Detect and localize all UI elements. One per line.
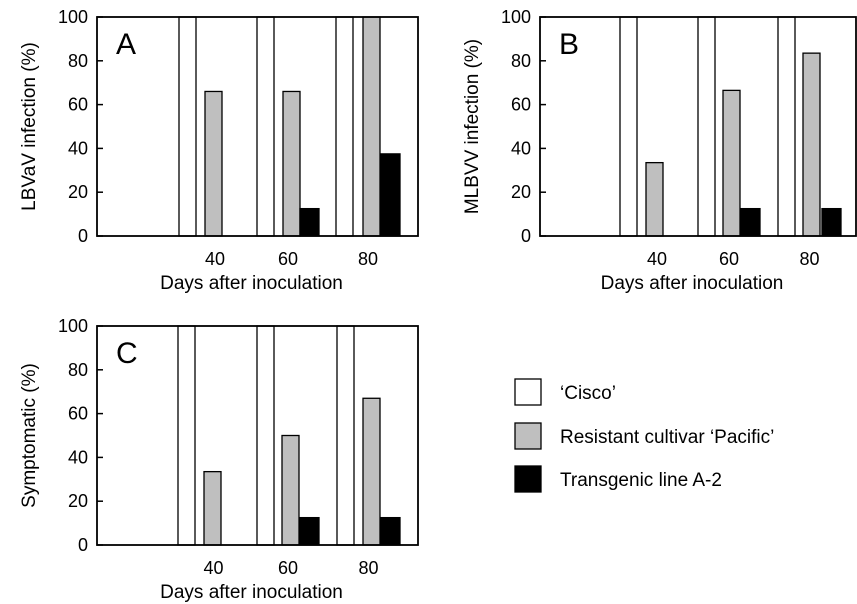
bar-transgenic-80 [380,516,401,546]
panel-label: C [116,337,138,370]
legend-swatch-cisco [514,378,542,406]
chart-panel-b: 40 60 80 0 20 40 60 80 100 B Days after inoculatio… [462,7,857,294]
legend-label-transgenic: Transgenic line A-2 [560,470,722,491]
x-tick-label-80: 80 [799,249,819,269]
x-tick-label-60: 60 [719,249,739,269]
plot-frame [96,16,419,237]
panel-label: B [559,28,579,61]
bar-cisco-80 [777,16,796,237]
x-axis-label: Days after inoculation [601,273,784,294]
plot-frame [539,16,857,237]
bar-pacific-40 [645,161,664,237]
x-tick-label-40: 40 [203,558,223,578]
y-tick-label-0: 0 [78,535,88,555]
y-tick-label-80: 80 [68,360,88,380]
bar-cisco-80 [336,325,355,546]
bar-transgenic-60 [740,207,761,237]
bar-pacific-80 [802,52,821,237]
bar-pacific-60 [281,434,300,546]
bar-pacific-40 [203,470,222,546]
legend-label-cisco: ‘Cisco’ [560,383,616,404]
y-tick-label-40: 40 [68,138,88,158]
x-tick-label-60: 60 [278,558,298,578]
x-axis-label: Days after inoculation [160,582,343,603]
y-axis-label: LBVaV infection (%) [19,42,40,211]
y-axis-label: MLBVV infection (%) [462,39,483,214]
legend: ‘Cisco’ Resistant cultivar ‘Pacific’ Trans… [514,378,774,493]
y-tick-label-40: 40 [511,138,531,158]
bar-transgenic-80 [380,153,401,237]
chart-panel-c: 40 60 80 0 20 40 60 80 100 C Days after inoculatio… [19,316,419,603]
x-tick-label-80: 80 [358,249,378,269]
y-tick-label-100: 100 [58,316,88,336]
plot-frame [96,325,419,546]
bar-pacific-60 [722,89,741,237]
legend-swatch-pacific [514,422,542,450]
bar-transgenic-60 [299,516,320,546]
y-tick-label-60: 60 [68,95,88,115]
y-tick-label-0: 0 [78,226,88,246]
y-axis-label: Symptomatic (%) [19,363,40,508]
bar-pacific-40 [204,90,223,237]
y-tick-label-80: 80 [68,51,88,71]
y-tick-label-0: 0 [521,226,531,246]
bar-cisco-60 [256,16,275,237]
y-tick-label-60: 60 [68,404,88,424]
y-tick-label-20: 20 [68,182,88,202]
y-tick-label-100: 100 [58,7,88,27]
y-tick-label-40: 40 [68,447,88,467]
bar-cisco-40 [619,16,638,237]
legend-label-pacific: Resistant cultivar ‘Pacific’ [560,427,774,448]
y-tick-label-80: 80 [511,51,531,71]
y-tick-label-60: 60 [511,95,531,115]
bar-cisco-60 [256,325,275,546]
y-tick-label-100: 100 [501,7,531,27]
x-tick-label-60: 60 [278,249,298,269]
bar-pacific-80 [362,397,381,546]
bar-cisco-40 [178,16,197,237]
bar-pacific-80 [362,16,381,237]
y-tick-label-20: 20 [68,491,88,511]
bar-pacific-60 [282,90,301,237]
x-axis-label: Days after inoculation [160,273,343,294]
bar-cisco-80 [335,16,354,237]
y-tick-label-20: 20 [511,182,531,202]
x-tick-label-80: 80 [358,558,378,578]
panel-label: A [116,28,136,61]
bar-cisco-40 [177,325,196,546]
chart-panel-a: 40 60 80 0 20 40 60 80 100 A Days after inoculatio… [19,7,419,294]
bar-cisco-60 [697,16,716,237]
bar-transgenic-80 [821,207,842,237]
x-tick-label-40: 40 [647,249,667,269]
legend-swatch-transgenic [514,465,542,493]
x-tick-label-40: 40 [205,249,225,269]
bar-transgenic-60 [299,207,320,237]
